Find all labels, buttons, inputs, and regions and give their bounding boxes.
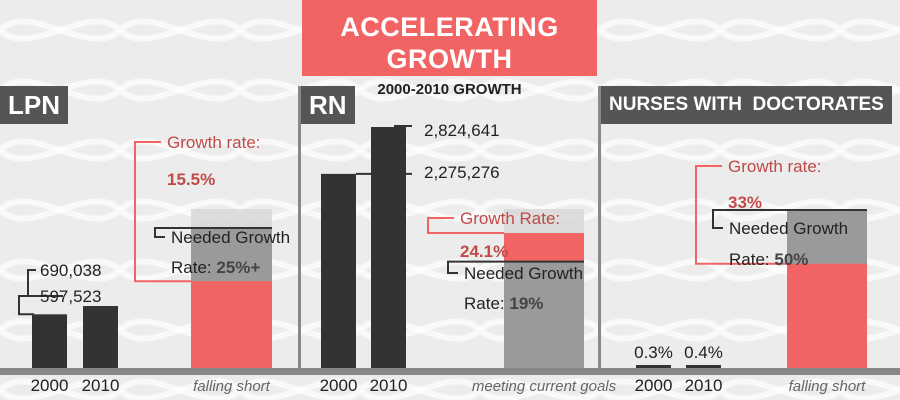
x-tick-label: 2000: [320, 376, 358, 395]
chart-title: ACCELERATING GROWTH: [340, 12, 559, 74]
value-label: 690,038: [40, 261, 101, 280]
value-label: 597,523: [40, 287, 101, 306]
needed-growth-rate-label: Rate: 50%: [729, 250, 808, 269]
actual-growth-bar: [191, 281, 272, 368]
value-label: 0.4%: [684, 343, 723, 362]
needed-growth-rate-label: Rate: 25%+: [171, 258, 260, 277]
value-label: 2,824,641: [424, 121, 500, 140]
needed-growth-value: 25%+: [216, 258, 260, 277]
growth-rate-value: 33%: [728, 193, 762, 212]
needed-growth-leader-line: [154, 227, 272, 238]
bar: [321, 173, 356, 368]
x-tick-label: 2000: [635, 376, 673, 395]
value-label: 2,275,276: [424, 163, 500, 182]
growth-rate-label: Growth rate:: [167, 133, 261, 152]
value-label: 0.3%: [634, 343, 673, 362]
needed-growth-value: 19%: [509, 294, 543, 313]
growth-rate-label: Growth Rate:: [460, 209, 560, 228]
x-tick-label: 2010: [82, 376, 120, 395]
value-leader-line: [394, 125, 412, 128]
growth-rate-value: 15.5%: [167, 170, 215, 189]
baseline: [0, 368, 900, 375]
x-tick-label: 2010: [370, 376, 408, 395]
growth-rate-leader-line: [427, 217, 504, 235]
growth-caption: meeting current goals: [472, 378, 617, 395]
panel-divider: [298, 86, 301, 370]
actual-growth-bar: [787, 263, 867, 368]
bar: [636, 365, 671, 368]
bar: [686, 365, 721, 368]
chart-subtitle: 2000-2010 GROWTH: [377, 81, 522, 98]
panel-label-doctorates: NURSES WITH DOCTORATES: [601, 86, 892, 124]
needed-growth-bar: [504, 261, 584, 368]
x-tick-label: 2010: [685, 376, 723, 395]
panel-label-lpn: LPN: [0, 86, 68, 124]
needed-growth-leader-line: [447, 260, 584, 274]
growth-rate-label: Growth rate:: [728, 157, 822, 176]
growth-rate-value: 24.1%: [460, 242, 508, 261]
growth-caption: falling short: [193, 378, 271, 395]
needed-growth-leader-line: [712, 209, 867, 229]
growth-rate-leader-line: [134, 141, 191, 283]
panel-divider: [598, 86, 601, 370]
needed-growth-label: Needed Growth: [464, 264, 583, 283]
needed-growth-label: Needed Growth: [729, 219, 848, 238]
bar: [371, 127, 406, 368]
needed-growth-value: 50%: [774, 250, 808, 269]
title-box: ACCELERATING GROWTH 2000-2010 GROWTH: [302, 0, 597, 98]
panel-label-rn: RN: [301, 86, 355, 124]
needed-growth-label: Needed Growth: [171, 228, 290, 247]
bar: [32, 314, 67, 368]
needed-growth-rate-label: Rate: 19%: [464, 294, 543, 313]
growth-caption: falling short: [789, 378, 867, 395]
bar: [83, 306, 118, 368]
growth-rate-leader-line: [695, 165, 787, 265]
value-leader-line: [27, 269, 63, 297]
x-tick-label: 2000: [31, 376, 69, 395]
